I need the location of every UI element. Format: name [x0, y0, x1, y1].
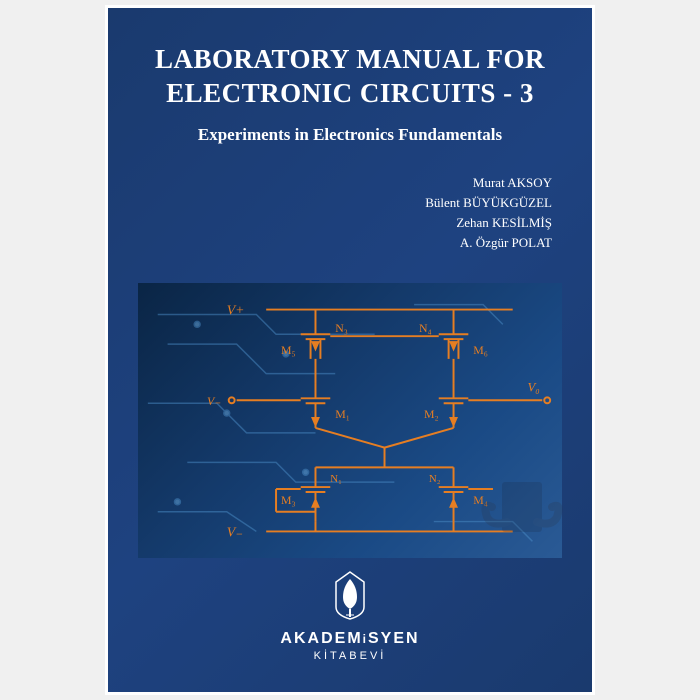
svg-text:V₀: V₀ — [527, 380, 539, 394]
svg-text:V+: V+ — [227, 303, 245, 318]
author-3: Zehan KESİLMİŞ — [138, 213, 552, 233]
publisher-sub: KİTABEVİ — [138, 650, 562, 662]
watermark-icon — [477, 472, 567, 542]
svg-text:N₂: N₂ — [429, 473, 441, 485]
svg-text:M₅: M₅ — [281, 343, 296, 357]
book-title: LABORATORY MANUAL FOR ELECTRONIC CIRCUIT… — [138, 43, 562, 111]
title-line-1: LABORATORY MANUAL FOR — [155, 44, 545, 74]
author-4: A. Özgür POLAT — [138, 233, 552, 253]
publisher-name: AKADEMiSYEN — [138, 630, 562, 648]
title-line-2: ELECTRONIC CIRCUITS - 3 — [166, 78, 534, 108]
svg-text:N₁: N₁ — [330, 473, 342, 485]
svg-text:M₁: M₁ — [335, 407, 350, 421]
publisher-block: AKADEMiSYEN KİTABEVİ — [138, 567, 562, 662]
svg-text:V₋: V₋ — [227, 524, 243, 539]
svg-text:N₃: N₃ — [335, 321, 348, 335]
book-subtitle: Experiments in Electronics Fundamentals — [138, 125, 562, 145]
author-2: Bülent BÜYÜKGÜZEL — [138, 193, 552, 213]
svg-text:M₆: M₆ — [473, 343, 488, 357]
author-1: Murat AKSOY — [138, 173, 552, 193]
authors-list: Murat AKSOY Bülent BÜYÜKGÜZEL Zehan KESİ… — [138, 173, 562, 254]
svg-text:M₂: M₂ — [424, 407, 439, 421]
svg-text:V₋: V₋ — [207, 394, 221, 408]
svg-text:N₄: N₄ — [419, 321, 432, 335]
book-cover: LABORATORY MANUAL FOR ELECTRONIC CIRCUIT… — [105, 5, 595, 695]
publisher-logo-icon — [328, 567, 373, 622]
svg-text:M₃: M₃ — [281, 493, 296, 507]
